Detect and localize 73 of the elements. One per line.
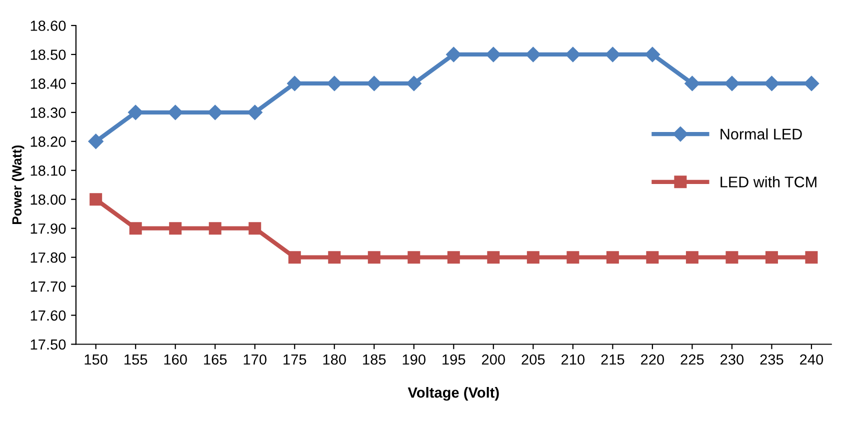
y-tick-label: 17.90: [30, 223, 66, 234]
x-tick-label: 220: [641, 354, 664, 365]
x-tick-label: 205: [522, 354, 545, 365]
point: [247, 104, 262, 120]
x-tick-label: 165: [204, 354, 227, 365]
legend-label: Normal LED: [720, 128, 802, 140]
x-tick-label: 155: [124, 354, 148, 365]
point: [804, 76, 820, 92]
point: [805, 251, 818, 264]
point: [128, 104, 144, 120]
point: [88, 134, 104, 149]
point: [684, 76, 700, 92]
y-tick-label: 17.80: [30, 252, 66, 263]
x-tick-label: 240: [800, 354, 824, 365]
x-tick-label: 190: [402, 354, 426, 365]
point: [526, 251, 540, 264]
point: [686, 251, 698, 264]
point: [447, 251, 460, 264]
x-tick-label: 230: [720, 354, 744, 365]
y-tick-label: 17.70: [30, 281, 66, 292]
point: [644, 46, 660, 62]
point: [605, 46, 620, 62]
point: [287, 76, 302, 92]
point: [169, 222, 182, 235]
point: [90, 193, 102, 206]
point: [368, 251, 380, 264]
y-tick-label: 18.00: [30, 194, 66, 205]
point: [724, 76, 740, 92]
point: [406, 76, 422, 92]
y-tick-label: 18.30: [30, 108, 66, 118]
point: [486, 46, 501, 62]
point: [726, 251, 738, 264]
y-tick-label: 18.20: [30, 136, 66, 147]
point: [248, 222, 262, 235]
y-tick-label: 18.60: [30, 20, 66, 31]
point: [526, 46, 541, 62]
point: [606, 251, 619, 264]
x-tick-label: 160: [164, 354, 187, 365]
point: [208, 222, 222, 235]
point: [764, 76, 780, 92]
point: [328, 251, 341, 264]
x-tick-label: 210: [561, 354, 585, 365]
point: [408, 251, 420, 264]
y-tick-label: 18.40: [30, 78, 66, 89]
x-tick-label: 215: [601, 354, 624, 365]
x-tick-label: 170: [244, 354, 266, 365]
x-tick-label: 150: [84, 354, 108, 365]
y-tick-label: 17.60: [30, 310, 66, 321]
x-tick-label: 195: [442, 354, 466, 365]
point: [129, 222, 142, 235]
y-tick-label: 18.10: [30, 165, 66, 176]
y-tick-label: 17.50: [30, 339, 66, 350]
x-tick-label: 200: [482, 354, 506, 365]
point: [208, 104, 223, 120]
point: [446, 46, 462, 62]
y-tick-label: 18.50: [30, 50, 66, 60]
x-tick-label: 185: [363, 354, 386, 365]
point: [326, 76, 342, 92]
point: [566, 251, 580, 264]
x-tick-label: 235: [760, 354, 784, 365]
point: [765, 251, 778, 264]
legend-label: LED with TCM: [720, 176, 816, 188]
x-tick-label: 225: [680, 354, 704, 365]
x-tick-label: 175: [284, 354, 306, 365]
point: [366, 76, 382, 92]
point: [646, 251, 659, 264]
point: [168, 104, 183, 120]
y-axis-title: Power (Watt): [12, 145, 24, 224]
x-tick-label: 180: [323, 354, 346, 365]
point: [565, 46, 580, 62]
x-axis-title: Voltage (Volt): [408, 387, 499, 401]
point: [288, 251, 301, 264]
point: [487, 251, 500, 264]
